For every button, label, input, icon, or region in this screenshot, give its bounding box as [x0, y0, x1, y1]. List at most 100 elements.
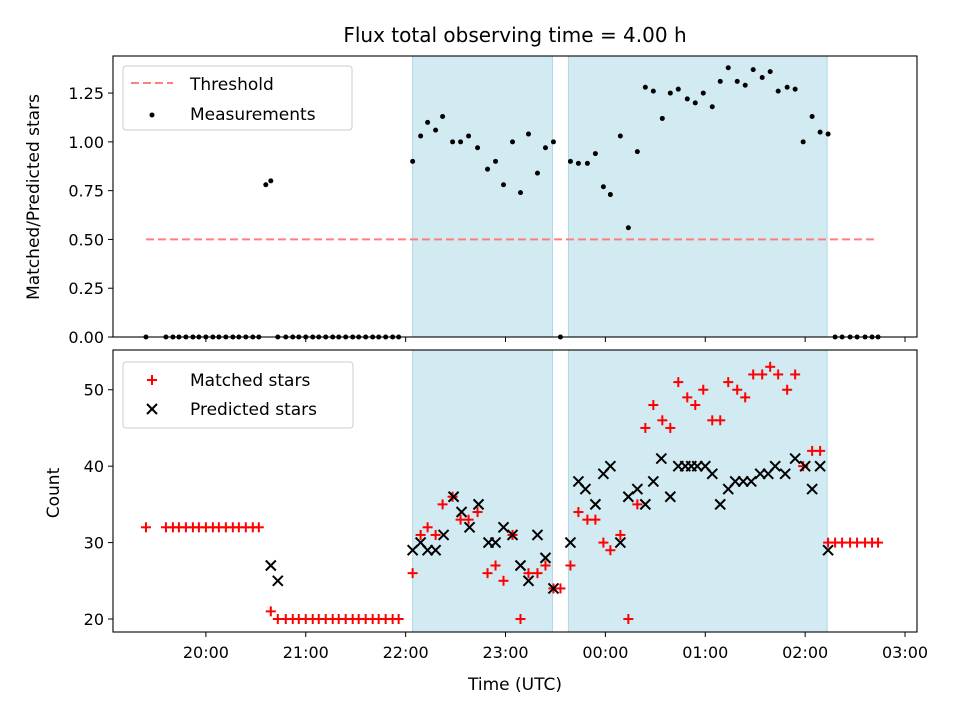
count-shaded-band-1: [567, 349, 828, 633]
matched-star-point: [573, 507, 584, 518]
matched-star-point: [623, 614, 634, 625]
measurement-point: [501, 182, 507, 188]
predicted-star-point: [664, 491, 677, 503]
legend-matched-swatch: [147, 375, 157, 385]
measurement-point: [625, 225, 631, 231]
predicted-star-point: [429, 544, 442, 556]
matched-star-point: [523, 568, 534, 579]
count-legend-box: [122, 361, 354, 429]
predicted-star-point: [814, 460, 826, 472]
predicted-star-point: [655, 452, 668, 465]
measurement-point: [792, 86, 798, 92]
measurement-point: [642, 84, 648, 90]
matched-star-point: [673, 377, 684, 388]
measurement-point: [717, 78, 723, 84]
predicted-star-point: [822, 544, 834, 556]
x-tick-label-2: 22:00: [383, 643, 429, 662]
ratio-y-ticks: 0.00 0.25 0.50 0.75 1.00 1.25: [68, 84, 113, 347]
ratio-shaded-band-0: [412, 55, 553, 338]
ratio-shaded-band-1: [567, 55, 828, 338]
measurement-point: [542, 145, 548, 151]
count-y-ticks: 20 30 40 50: [84, 381, 113, 629]
matched-star-point: [773, 369, 784, 380]
matched-star-point: [782, 384, 793, 395]
x-tick-label-6: 02:00: [782, 643, 828, 662]
count-points: [140, 361, 884, 625]
count-x-ticks: 20:00 21:00 22:00 23:00 00:00 01:00 02:00 03:00: [183, 632, 928, 662]
measurement-point: [742, 82, 748, 88]
count-y-tick-label-3: 50: [84, 381, 104, 400]
matched-star-point: [540, 560, 551, 571]
matched-star-point: [253, 522, 264, 533]
ratio-axes: 0.00 0.25 0.50 0.75 1.00 1.25 Matched/Predict…: [24, 55, 918, 347]
matched-star-point: [815, 445, 826, 456]
matched-star-point: [430, 529, 441, 540]
x-tick-label-1: 21:00: [283, 643, 329, 662]
legend-matched-label: Matched stars: [190, 371, 310, 391]
measurement-point: [534, 170, 540, 176]
legend-measurements-swatch: [149, 112, 155, 118]
measurement-point: [809, 113, 815, 119]
matched-star-point: [490, 560, 501, 571]
legend-threshold-label: Threshold: [189, 75, 274, 95]
measurement-point: [592, 151, 598, 157]
predicted-star-point: [769, 460, 781, 472]
matched-star-point: [482, 568, 493, 579]
measurement-point: [750, 67, 756, 73]
measurement-point: [784, 84, 790, 90]
measurement-point: [600, 184, 606, 190]
matched-star-point: [565, 560, 576, 571]
measurement-point: [817, 129, 823, 135]
ratio-y-tick-label-2: 0.50: [68, 230, 104, 249]
x-tick-label-4: 00:00: [582, 643, 628, 662]
measurement-point: [450, 139, 456, 145]
measurement-point: [433, 127, 439, 133]
measurement-point: [493, 158, 499, 164]
predicted-star-point: [779, 468, 791, 480]
predicted-star-point: [589, 498, 602, 511]
ratio-legend: Threshold Measurements: [122, 65, 353, 131]
measurement-point: [759, 74, 765, 80]
measurement-point: [684, 96, 690, 102]
matched-star-point: [665, 422, 676, 433]
legend-matched-marker: [147, 375, 157, 385]
predicted-star-point: [455, 506, 468, 518]
matched-star-point: [265, 606, 276, 617]
predicted-star-point: [564, 536, 577, 549]
count-y-tick-label-0: 20: [84, 610, 104, 629]
measurement-point: [575, 160, 581, 166]
predicted-star-point: [472, 498, 485, 511]
ratio-y-tick-label-4: 1.00: [68, 133, 104, 152]
matched-star-point: [605, 545, 616, 556]
measurement-point: [425, 119, 431, 125]
predicted-star-point: [547, 582, 560, 595]
matched-star-point: [555, 583, 566, 594]
predicted-star-point: [506, 529, 519, 541]
ratio-y-axis-label: Matched/Predicted stars: [24, 94, 44, 300]
x-tick-label-0: 20:00: [183, 643, 229, 662]
matched-star-point: [715, 415, 726, 426]
legend-measurements-label: Measurements: [190, 105, 316, 125]
matched-star-point: [698, 384, 709, 395]
measurement-point: [692, 100, 698, 106]
matched-star-point: [515, 614, 526, 625]
predicted-star-point: [272, 575, 284, 587]
measurement-point: [263, 182, 269, 188]
legend-predicted-label: Predicted stars: [190, 400, 317, 420]
count-shaded-band-0: [412, 349, 553, 633]
measurement-point: [410, 158, 416, 164]
predicted-star-point: [265, 559, 277, 572]
ratio-y-tick-label-3: 0.75: [68, 182, 104, 201]
measurement-point: [617, 133, 623, 139]
matched-star-point: [598, 537, 609, 548]
predicted-star-point: [489, 536, 502, 549]
x-tick-label-3: 23:00: [482, 643, 528, 662]
matched-star-point: [657, 415, 668, 426]
legend-predicted-marker: [146, 403, 158, 415]
measurement-point: [650, 88, 656, 94]
matched-star-point: [648, 400, 659, 411]
predicted-star-point: [799, 460, 811, 472]
x-tick-label-7: 03:00: [882, 643, 928, 662]
ratio-y-tick-label-1: 0.25: [68, 279, 104, 298]
